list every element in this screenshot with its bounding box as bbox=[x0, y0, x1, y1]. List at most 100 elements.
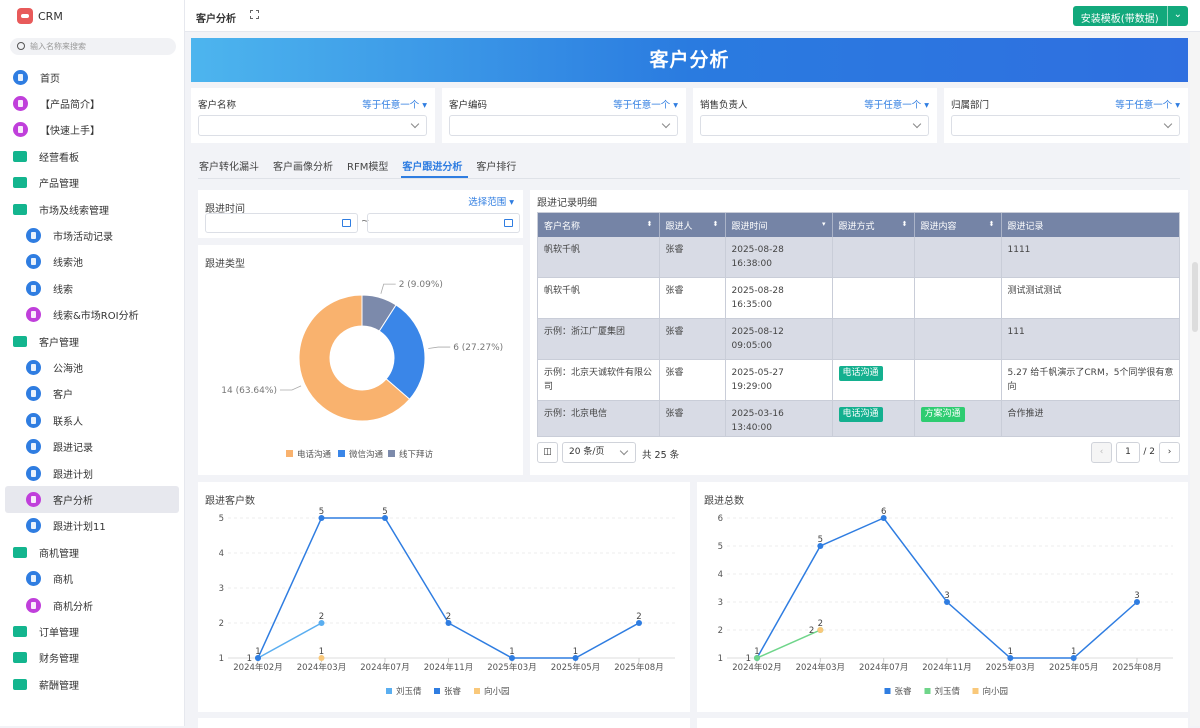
sidebar-item[interactable]: 财务管理 bbox=[5, 645, 179, 671]
data-point[interactable] bbox=[636, 620, 642, 626]
filter-select[interactable] bbox=[700, 115, 929, 136]
data-point[interactable] bbox=[445, 620, 452, 626]
crm-logo-icon bbox=[17, 8, 33, 24]
sidebar-item[interactable]: 跟进记录 bbox=[5, 433, 179, 459]
data-point[interactable] bbox=[509, 655, 515, 661]
column-settings-icon[interactable]: ◫ bbox=[537, 442, 558, 463]
sidebar-item[interactable]: 市场及线索管理 bbox=[5, 196, 179, 222]
data-point[interactable] bbox=[1007, 655, 1014, 661]
data-point[interactable] bbox=[944, 599, 950, 605]
sidebar-item[interactable]: 订单管理 bbox=[5, 618, 179, 644]
time-range-select[interactable]: 选择范围 ▾ bbox=[468, 197, 514, 208]
legend-label[interactable]: 张睿 bbox=[895, 686, 913, 697]
filter-operator-select[interactable]: 等于任意一个 ▾ bbox=[864, 100, 929, 111]
legend-label[interactable]: 向小园 bbox=[983, 686, 1009, 697]
sidebar-item[interactable]: 线索池 bbox=[5, 249, 179, 275]
data-point[interactable] bbox=[817, 543, 824, 549]
sidebar-item[interactable]: 客户管理 bbox=[5, 328, 179, 354]
table-row[interactable]: 帆软千帆 张睿 2025-08-28 16:35:00 测试测试测试 bbox=[538, 277, 1179, 319]
filter-select[interactable] bbox=[951, 115, 1180, 136]
sidebar-item[interactable]: 经营看板 bbox=[5, 143, 179, 169]
install-template-button[interactable]: 安装模板(带数据) ⌄ bbox=[1072, 6, 1188, 26]
scrollbar-thumb[interactable] bbox=[1192, 262, 1198, 332]
sidebar-item[interactable]: 薪酬管理 bbox=[5, 671, 179, 697]
data-point[interactable] bbox=[880, 515, 887, 521]
cell-text: 张睿 bbox=[665, 286, 684, 296]
legend-label[interactable]: 微信沟通 bbox=[349, 449, 384, 460]
table-row[interactable]: 示例：北京天诚软件有限公司 张睿 2025-05-27 19:29:00 电话沟通 5.… bbox=[538, 359, 1179, 401]
page-size-select[interactable]: 20 条/页 bbox=[562, 442, 636, 463]
menu-search-input[interactable]: 输入名称来搜索 bbox=[10, 38, 176, 55]
pie-slice[interactable] bbox=[298, 294, 411, 422]
filter-operator-select[interactable]: 等于任意一个 ▾ bbox=[1115, 100, 1180, 111]
tab[interactable]: 客户画像分析 bbox=[273, 162, 333, 173]
legend-label[interactable]: 向小园 bbox=[484, 686, 510, 697]
sort-icon[interactable]: ⬍ bbox=[646, 220, 653, 228]
next-page-button[interactable]: › bbox=[1159, 442, 1180, 463]
sidebar-item[interactable]: 联系人 bbox=[5, 407, 179, 433]
page-input[interactable]: 1 bbox=[1116, 442, 1140, 463]
data-point[interactable] bbox=[1134, 599, 1140, 605]
tab[interactable]: 客户跟进分析 bbox=[401, 150, 469, 178]
filter-operator-select[interactable]: 等于任意一个 ▾ bbox=[362, 100, 427, 111]
chevron-down-icon[interactable]: ⌄ bbox=[1166, 6, 1188, 26]
column-header[interactable]: 跟进方式 ⬍ bbox=[832, 213, 915, 237]
filter-select[interactable] bbox=[449, 115, 678, 136]
prev-page-button[interactable]: ‹ bbox=[1091, 442, 1112, 463]
table-row[interactable]: 示例：浙江广厦集团 张睿 2025-08-12 09:05:00 111 bbox=[538, 318, 1179, 360]
data-point[interactable] bbox=[318, 620, 325, 626]
sidebar-item[interactable]: 商机分析 bbox=[5, 592, 179, 618]
legend-label[interactable]: 电话沟通 bbox=[297, 449, 332, 460]
data-point[interactable] bbox=[318, 655, 325, 661]
legend-label[interactable]: 张睿 bbox=[444, 686, 462, 697]
sidebar-item[interactable]: 【快速上手】 bbox=[5, 117, 179, 143]
column-header[interactable]: 跟进人 ⬍ bbox=[659, 213, 726, 237]
sidebar-item[interactable]: 公海池 bbox=[5, 354, 179, 380]
column-header[interactable]: 客户名称 ⬍ bbox=[538, 213, 660, 237]
data-point[interactable] bbox=[255, 655, 261, 661]
column-header[interactable]: 跟进时间 ▾ bbox=[725, 213, 833, 237]
data-point[interactable] bbox=[318, 515, 325, 521]
filter-operator-select[interactable]: 等于任意一个 ▾ bbox=[613, 100, 678, 111]
sidebar-item[interactable]: 客户分析 bbox=[5, 486, 179, 513]
sidebar-item[interactable]: 产品管理 bbox=[5, 170, 179, 196]
fullscreen-icon[interactable] bbox=[250, 10, 259, 19]
column-header[interactable]: 跟进内容 ⬍ bbox=[914, 213, 1002, 237]
legend-label[interactable]: 刘玉倩 bbox=[935, 686, 961, 697]
sidebar-item[interactable]: 市场活动记录 bbox=[5, 222, 179, 248]
sort-icon[interactable]: ⬍ bbox=[712, 220, 719, 228]
sort-icon[interactable]: ⬍ bbox=[988, 220, 995, 228]
sidebar-item[interactable]: 跟进计划 bbox=[5, 460, 179, 486]
sidebar-item[interactable]: 线索 bbox=[5, 275, 179, 301]
legend-label[interactable]: 线下拜访 bbox=[399, 449, 434, 460]
sort-icon[interactable]: ⬍ bbox=[901, 220, 908, 228]
data-point[interactable] bbox=[572, 655, 579, 661]
pie-slice[interactable] bbox=[378, 304, 426, 400]
sidebar-item[interactable]: 商机 bbox=[5, 565, 179, 591]
data-point[interactable] bbox=[1070, 655, 1077, 661]
filter-select[interactable] bbox=[198, 115, 427, 136]
sidebar-item[interactable]: 首页 bbox=[5, 64, 179, 90]
start-date-input[interactable] bbox=[205, 213, 358, 233]
data-point[interactable] bbox=[817, 627, 824, 633]
legend-swatch bbox=[474, 688, 480, 694]
data-point[interactable] bbox=[382, 515, 388, 521]
sort-desc-icon[interactable]: ▾ bbox=[821, 220, 826, 228]
sidebar-item[interactable]: 线索&市场ROI分析 bbox=[5, 302, 179, 328]
legend-label[interactable]: 刘玉倩 bbox=[396, 686, 422, 697]
tab[interactable]: RFM模型 bbox=[347, 162, 389, 173]
table-row[interactable]: 帆软千帆 张睿 2025-08-28 16:38:00 1111 bbox=[538, 237, 1179, 278]
scrollbar[interactable] bbox=[1190, 32, 1200, 726]
end-date-input[interactable] bbox=[367, 213, 520, 233]
contact-icon bbox=[26, 412, 41, 428]
tab[interactable]: 客户排行 bbox=[476, 162, 517, 173]
sidebar-item[interactable]: 客户 bbox=[5, 381, 179, 407]
tab[interactable]: 客户转化漏斗 bbox=[199, 162, 259, 173]
sidebar-item[interactable]: 商机管理 bbox=[5, 539, 179, 565]
data-point[interactable] bbox=[754, 655, 760, 661]
table-row[interactable]: 示例：北京电信 张睿 2025-03-16 13:40:00 电话沟通 方案沟通 合作推进 bbox=[538, 400, 1179, 436]
page-tab[interactable]: 客户分析 bbox=[196, 14, 236, 25]
column-header[interactable]: 跟进记录 bbox=[1001, 213, 1179, 237]
sidebar-item[interactable]: 【产品简介】 bbox=[5, 90, 179, 116]
sidebar-item[interactable]: 跟进计划11 bbox=[5, 513, 179, 539]
